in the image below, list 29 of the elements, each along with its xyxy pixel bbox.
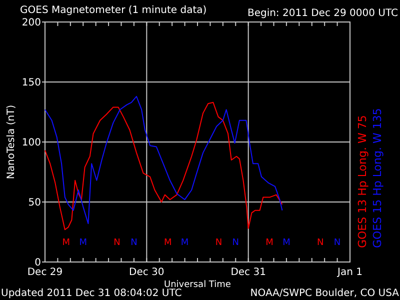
y-tick-label: 150 <box>22 78 41 88</box>
annotation: N <box>114 238 120 248</box>
text: GOES 15 Hp Long. W 135 <box>371 108 384 248</box>
x-tick-label: Dec 29 <box>27 267 63 278</box>
chart-title: GOES Magnetometer (1 minute data) <box>20 5 207 16</box>
y-tick-label: 50 <box>28 198 41 208</box>
annotation: M <box>62 238 70 248</box>
y-tick-label: 200 <box>22 18 41 28</box>
annotation: M <box>164 238 172 248</box>
x-axis-title: Universal Time <box>164 280 232 290</box>
text: GOES 13 Hp Long. W 75 <box>356 115 369 248</box>
y-axis-title: NanoTesla (nT) <box>6 104 17 180</box>
x-tick-label: Dec 31 <box>230 267 266 278</box>
annotation: N <box>334 238 341 248</box>
annotation: N <box>232 238 239 248</box>
text: NOAA/SWPC Boulder, CO USA <box>250 288 400 299</box>
text: Updated 2011 Dec 31 08:04:02 UTC <box>1 288 182 299</box>
annotation: M <box>266 238 274 248</box>
annotation: N <box>130 238 138 248</box>
annotation: M <box>79 238 88 248</box>
annotation: M <box>282 238 290 248</box>
x-tick-label: Jan 1 <box>336 267 362 278</box>
x-tick-label: Dec 30 <box>129 267 164 278</box>
y-tick-label: 100 <box>22 138 41 148</box>
chart-subtitle: Begin: 2011 Dec 29 0000 UTC <box>247 8 398 19</box>
annotation: N <box>316 238 324 248</box>
y-tick-label: 0 <box>34 258 41 268</box>
annotation: N <box>215 238 222 248</box>
annotation: M <box>180 238 189 248</box>
